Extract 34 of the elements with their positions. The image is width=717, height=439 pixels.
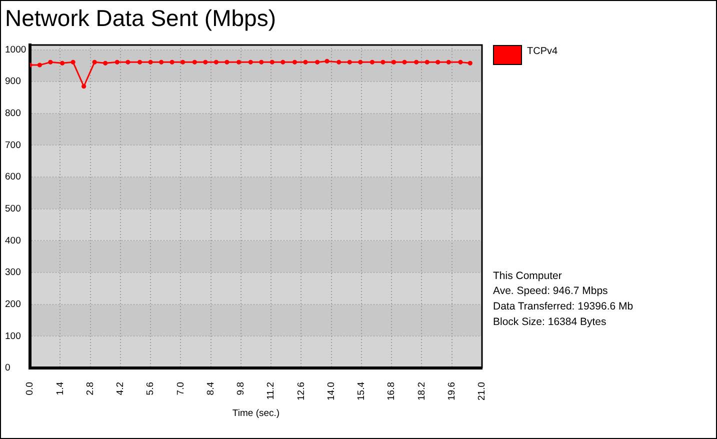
x-tick-label: 21.0 [476,382,488,400]
text: Ave. Speed: 946.7 Mbps [493,285,608,298]
y-tick-label: 400 [5,235,21,246]
x-axis-title: Time (sec.) [232,408,280,419]
x-tick-label: 14.0 [326,382,337,400]
y-tick-label: 600 [5,172,21,183]
x-tick-label: 18.2 [416,382,428,400]
x-tick-label: 0.0 [24,382,36,396]
x-tick-label: 8.4 [205,382,216,396]
y-tick-label: 300 [5,267,21,278]
text: Block Size: 16384 Bytes [493,316,606,328]
y-tick-label: 800 [5,108,21,120]
x-tick-label: 15.4 [356,382,368,400]
text: Data Transferred: 19396.6 Mb [493,300,634,312]
legend-label: TCPv4 [527,46,558,57]
x-tick-label: 2.8 [84,382,96,396]
x-tick-label: 9.8 [236,382,247,396]
y-tick-label: 700 [5,140,21,151]
x-tick-label: 12.6 [296,382,307,400]
x-tick-label: 4.2 [115,382,126,396]
y-tick-label: 1000 [5,44,26,56]
text: This Computer [493,270,562,282]
y-tick-label: 200 [5,298,21,310]
y-tick-label: 100 [5,330,21,342]
x-tick-label: 7.0 [175,382,186,396]
x-tick-label: 19.6 [446,382,458,400]
x-tick-label: 11.2 [266,382,277,400]
y-tick-label: 0 [5,362,10,374]
x-tick-label: 16.8 [386,382,398,400]
x-tick-label: 1.4 [54,382,66,396]
chart-title: Network Data Sent (Mbps) [5,5,276,31]
x-tick-label: 5.6 [145,382,156,396]
y-tick-label: 900 [5,76,21,88]
y-tick-label: 500 [5,204,21,215]
